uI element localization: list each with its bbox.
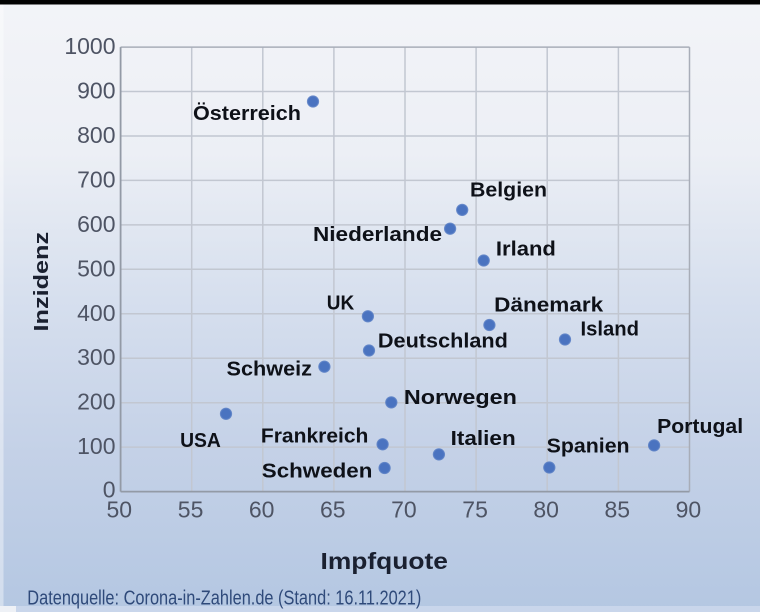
svg-text:90: 90 [676, 497, 702, 523]
svg-text:100: 100 [77, 433, 115, 459]
svg-text:70: 70 [391, 497, 417, 523]
svg-text:Belgien: Belgien [470, 180, 547, 202]
svg-text:600: 600 [77, 211, 115, 237]
svg-text:Datenquelle: Corona-in-Zahlen.: Datenquelle: Corona-in-Zahlen.de (Stand:… [27, 588, 421, 610]
svg-text:85: 85 [605, 497, 631, 523]
svg-text:900: 900 [77, 78, 115, 104]
svg-text:USA: USA [180, 430, 221, 452]
svg-text:65: 65 [320, 497, 346, 523]
svg-text:0: 0 [103, 477, 116, 503]
svg-text:Italien: Italien [451, 428, 516, 450]
svg-text:Irland: Irland [496, 239, 556, 261]
svg-text:200: 200 [77, 389, 115, 415]
svg-text:UK: UK [327, 293, 355, 315]
svg-text:800: 800 [77, 122, 115, 148]
svg-text:55: 55 [178, 497, 204, 523]
svg-text:Österreich: Österreich [193, 102, 301, 125]
svg-text:500: 500 [77, 255, 115, 281]
svg-text:Norwegen: Norwegen [404, 387, 517, 409]
svg-text:Portugal: Portugal [657, 416, 743, 438]
svg-text:60: 60 [249, 497, 275, 523]
svg-text:400: 400 [77, 300, 115, 326]
svg-text:300: 300 [77, 344, 115, 370]
svg-text:Inzidenz: Inzidenz [31, 232, 53, 332]
svg-text:700: 700 [77, 166, 115, 192]
svg-text:Frankreich: Frankreich [261, 426, 369, 448]
svg-text:Deutschland: Deutschland [378, 330, 508, 352]
svg-text:80: 80 [533, 497, 559, 523]
svg-text:50: 50 [107, 497, 133, 523]
svg-text:Spanien: Spanien [547, 436, 630, 458]
svg-text:Schweden: Schweden [262, 461, 373, 483]
svg-text:Niederlande: Niederlande [313, 224, 442, 246]
svg-text:Island: Island [581, 319, 640, 341]
svg-text:Impfquote: Impfquote [321, 548, 448, 574]
svg-text:1000: 1000 [64, 33, 115, 59]
svg-text:Schweiz: Schweiz [227, 359, 313, 381]
svg-text:Dänemark: Dänemark [494, 294, 604, 316]
svg-text:75: 75 [462, 497, 488, 523]
